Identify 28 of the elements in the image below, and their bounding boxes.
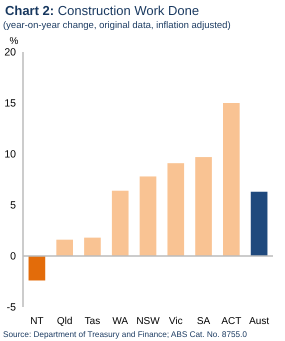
bar [28,256,46,280]
y-tick-label: 5 [10,200,16,212]
y-tick-label: 0 [10,250,16,263]
y-axis-title: % [10,36,19,47]
x-tick-label: WA [112,316,128,327]
x-tick-label: Qld [56,316,72,327]
x-tick-label: NT [30,316,44,327]
chart-subtitle: (year-on-year change, original data, inflation adjusted) [3,20,231,31]
x-tick-label: Vic [168,316,183,327]
x-tick-label: NSW [136,316,160,327]
y-tick-label: 10 [4,148,16,161]
bar [84,238,101,256]
bar [140,176,156,256]
bar [56,240,73,256]
y-tick-label: -5 [6,302,16,314]
y-tick-label: 15 [4,98,16,110]
chart-title: Chart 2: Construction Work Done [5,3,200,18]
source-note: Source: Department of Treasury and Finance; ABS Cat. No. 8755.0 [3,330,248,339]
bar [223,103,240,256]
x-tick-label: Tas [84,316,100,327]
x-tick-label: SA [196,316,211,327]
y-tick-label: 20 [4,46,16,59]
bar [167,163,184,256]
bar [250,192,268,256]
bar [195,157,212,256]
bar [112,190,129,256]
x-tick-label: Aust [249,316,270,327]
x-tick-label: ACT [221,316,242,327]
